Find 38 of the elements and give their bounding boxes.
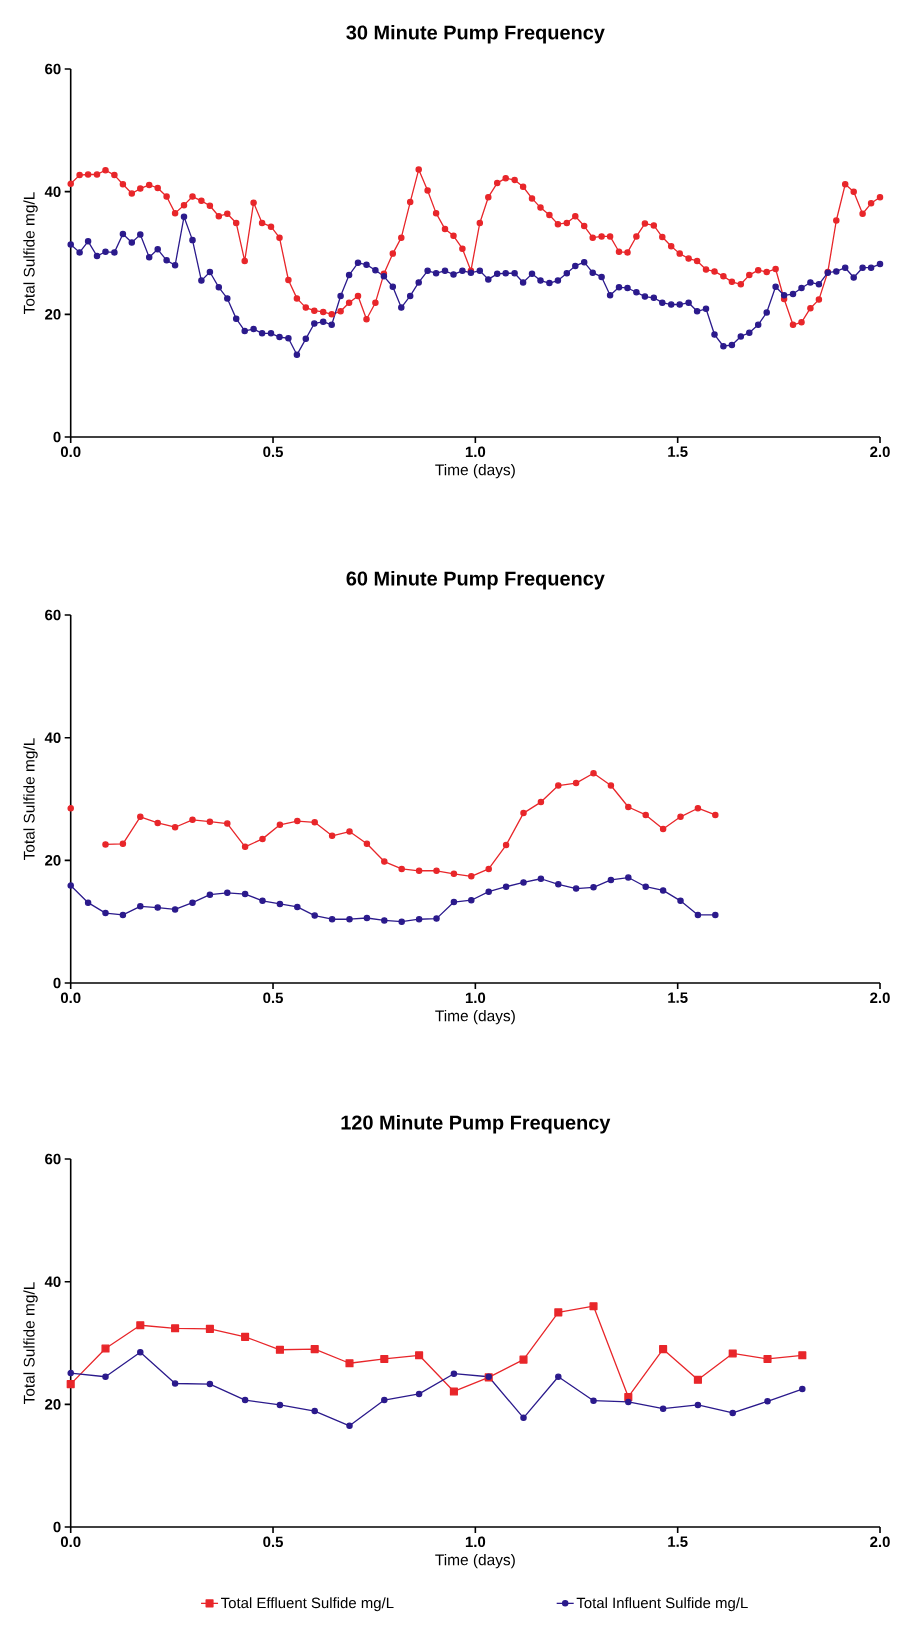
x-tick-label: 2.0 <box>870 1536 890 1548</box>
y-tick-label: 20 <box>45 309 61 320</box>
x-tick-label: 0.0 <box>60 1536 81 1548</box>
y-tick-label: 60 <box>45 63 61 75</box>
y-tick-label: 40 <box>44 186 61 197</box>
x-tick-label: 2.0 <box>870 992 890 1004</box>
chart-title: 30 Minute Pump Frequency <box>346 24 605 44</box>
chart-title: 60 Minute Pump Frequency <box>346 570 605 590</box>
legend-label: Total Influent Sulfide mg/L <box>576 1597 748 1612</box>
x-tick-label: 1.5 <box>668 992 688 1003</box>
x-tick-label: 2.0 <box>870 446 890 458</box>
y-tick-label: 0 <box>53 431 61 443</box>
y-axis-title: Total Sulfide mg/L <box>23 738 38 861</box>
x-tick-label: 1.5 <box>668 1536 688 1547</box>
x-tick-label: 0.5 <box>263 1536 283 1548</box>
y-tick-label: 0 <box>53 1521 61 1533</box>
y-axis-title: Total Sulfide mg/L <box>23 1282 38 1405</box>
x-axis-title: Time (days) <box>435 1553 515 1569</box>
chart-title: 120 Minute Pump Frequency <box>341 1114 611 1134</box>
legend-label: Total Effluent Sulfide mg/L <box>221 1597 394 1612</box>
x-tick-label: 0.0 <box>60 446 81 458</box>
x-tick-label: 0.0 <box>60 992 81 1004</box>
x-tick-label: 0.5 <box>263 992 283 1004</box>
y-tick-label: 20 <box>45 1399 61 1410</box>
y-tick-label: 40 <box>44 1276 61 1287</box>
y-tick-label: 60 <box>45 1153 61 1165</box>
x-tick-label: 0.5 <box>263 446 283 458</box>
y-tick-label: 40 <box>44 732 61 743</box>
x-tick-label: 1.0 <box>465 446 486 458</box>
y-tick-label: 20 <box>45 855 61 866</box>
x-axis-title: Time (days) <box>435 463 515 479</box>
y-tick-label: 0 <box>53 977 61 989</box>
x-tick-label: 1.0 <box>465 1536 486 1548</box>
x-tick-label: 1.0 <box>465 992 486 1004</box>
y-tick-label: 60 <box>45 609 61 621</box>
y-axis-title: Total Sulfide mg/L <box>23 192 38 315</box>
x-tick-label: 1.5 <box>668 446 688 457</box>
x-axis-title: Time (days) <box>435 1009 515 1025</box>
